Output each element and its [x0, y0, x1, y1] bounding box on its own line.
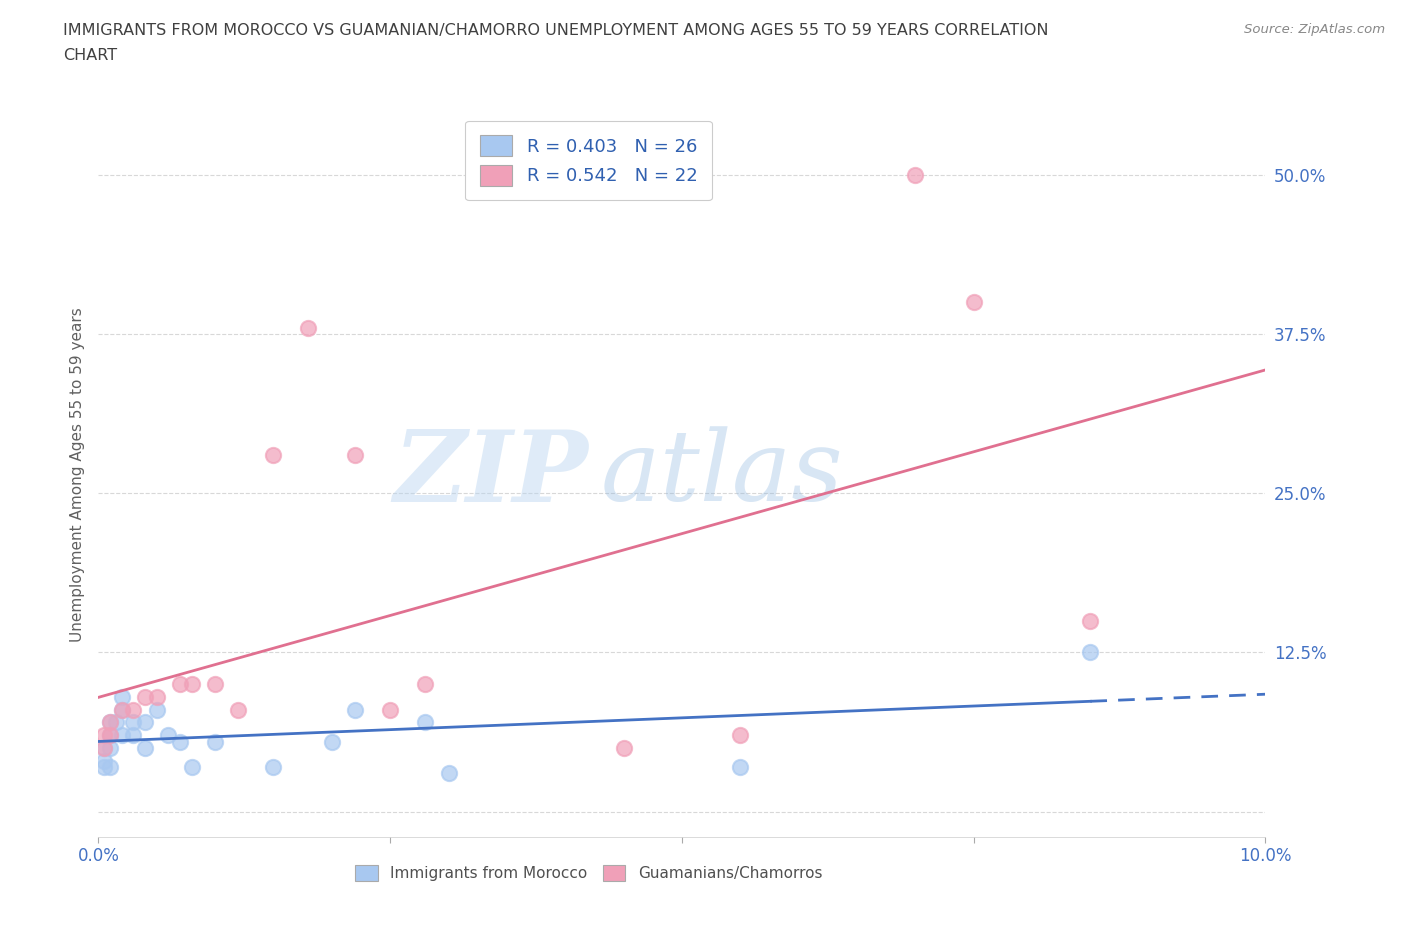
Point: [157, 728, 180, 743]
Point: [111, 702, 134, 717]
Point: [134, 689, 156, 704]
Point: [98, 715, 121, 730]
Point: [344, 447, 367, 462]
Point: [180, 677, 202, 692]
Point: [111, 702, 134, 717]
Point: [98, 728, 121, 743]
Point: [93, 760, 115, 775]
Point: [122, 702, 145, 717]
Point: [93, 753, 115, 768]
Point: [904, 167, 927, 182]
Point: [413, 715, 436, 730]
Point: [98, 760, 121, 775]
Point: [111, 689, 134, 704]
Point: [262, 447, 284, 462]
Point: [93, 728, 115, 743]
Text: ZIP: ZIP: [394, 426, 589, 523]
Point: [169, 734, 191, 749]
Point: [344, 702, 367, 717]
Point: [104, 715, 127, 730]
Point: [962, 295, 984, 310]
Point: [1080, 613, 1102, 628]
Point: [204, 734, 226, 749]
Point: [437, 766, 460, 781]
Y-axis label: Unemployment Among Ages 55 to 59 years: Unemployment Among Ages 55 to 59 years: [69, 307, 84, 642]
Text: atlas: atlas: [600, 427, 844, 522]
Point: [169, 677, 191, 692]
Point: [730, 728, 752, 743]
Point: [380, 702, 402, 717]
Point: [612, 740, 634, 755]
Point: [204, 677, 226, 692]
Point: [297, 321, 319, 336]
Point: [134, 715, 156, 730]
Point: [228, 702, 250, 717]
Point: [134, 740, 156, 755]
Point: [180, 760, 202, 775]
Text: CHART: CHART: [63, 48, 117, 63]
Point: [321, 734, 343, 749]
Point: [98, 715, 121, 730]
Point: [730, 760, 752, 775]
Point: [262, 760, 284, 775]
Text: Source: ZipAtlas.com: Source: ZipAtlas.com: [1244, 23, 1385, 36]
Point: [98, 740, 121, 755]
Point: [111, 728, 134, 743]
Point: [93, 740, 115, 755]
Point: [122, 728, 145, 743]
Point: [146, 689, 169, 704]
Point: [122, 715, 145, 730]
Point: [93, 740, 115, 755]
Point: [146, 702, 169, 717]
Point: [1080, 645, 1102, 660]
Legend: Immigrants from Morocco, Guamanians/Chamorros: Immigrants from Morocco, Guamanians/Cham…: [349, 859, 828, 887]
Text: IMMIGRANTS FROM MOROCCO VS GUAMANIAN/CHAMORRO UNEMPLOYMENT AMONG AGES 55 TO 59 Y: IMMIGRANTS FROM MOROCCO VS GUAMANIAN/CHA…: [63, 23, 1049, 38]
Point: [98, 728, 121, 743]
Point: [413, 677, 436, 692]
